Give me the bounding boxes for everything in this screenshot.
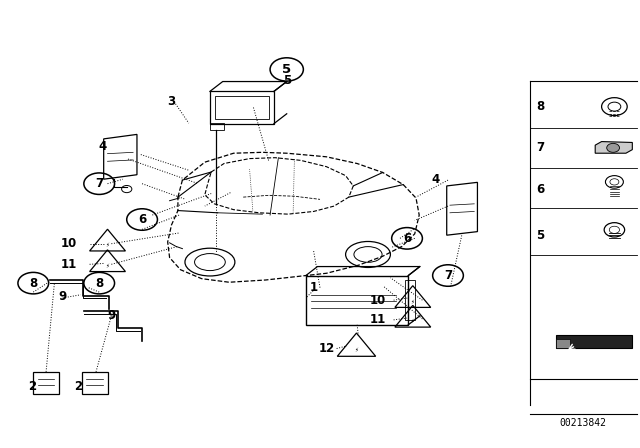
- Text: ⚡: ⚡: [355, 348, 358, 353]
- Text: 4: 4: [99, 140, 106, 153]
- Text: 11: 11: [61, 258, 77, 271]
- Bar: [556, 339, 570, 348]
- Bar: [33, 372, 59, 394]
- Text: ⚡: ⚡: [411, 319, 415, 324]
- Text: 9: 9: [108, 309, 116, 323]
- Circle shape: [607, 143, 620, 152]
- Text: ⚡: ⚡: [411, 299, 415, 305]
- Text: 7: 7: [95, 177, 103, 190]
- Text: ⚡: ⚡: [106, 243, 109, 248]
- Text: 8: 8: [95, 276, 103, 290]
- Bar: [306, 276, 408, 325]
- Text: 11: 11: [369, 313, 386, 327]
- Polygon shape: [595, 142, 632, 153]
- Bar: [210, 91, 274, 124]
- Text: 5: 5: [282, 63, 291, 76]
- Text: 7: 7: [536, 141, 545, 155]
- Text: 3: 3: [168, 95, 175, 108]
- Text: 9: 9: [59, 290, 67, 303]
- Text: 6: 6: [138, 213, 146, 226]
- Text: 1: 1: [310, 281, 317, 294]
- Text: 10: 10: [61, 237, 77, 250]
- Text: 8: 8: [536, 100, 545, 113]
- Text: 12: 12: [318, 342, 335, 355]
- Text: 10: 10: [369, 293, 386, 307]
- Text: 2: 2: [28, 379, 36, 393]
- Bar: [210, 123, 224, 130]
- Text: 7: 7: [444, 269, 452, 282]
- Text: 00213842: 00213842: [559, 418, 606, 428]
- Text: ⚡: ⚡: [106, 263, 109, 269]
- Bar: [556, 335, 632, 348]
- Text: 6: 6: [403, 232, 411, 245]
- Text: 8: 8: [29, 276, 37, 290]
- Text: 2: 2: [74, 379, 82, 393]
- Bar: [405, 280, 415, 320]
- Bar: [82, 372, 108, 394]
- Text: 5: 5: [536, 228, 545, 242]
- Text: 4: 4: [431, 172, 439, 186]
- Text: 6: 6: [536, 182, 545, 196]
- Text: 5: 5: [283, 74, 291, 87]
- Bar: [215, 96, 269, 119]
